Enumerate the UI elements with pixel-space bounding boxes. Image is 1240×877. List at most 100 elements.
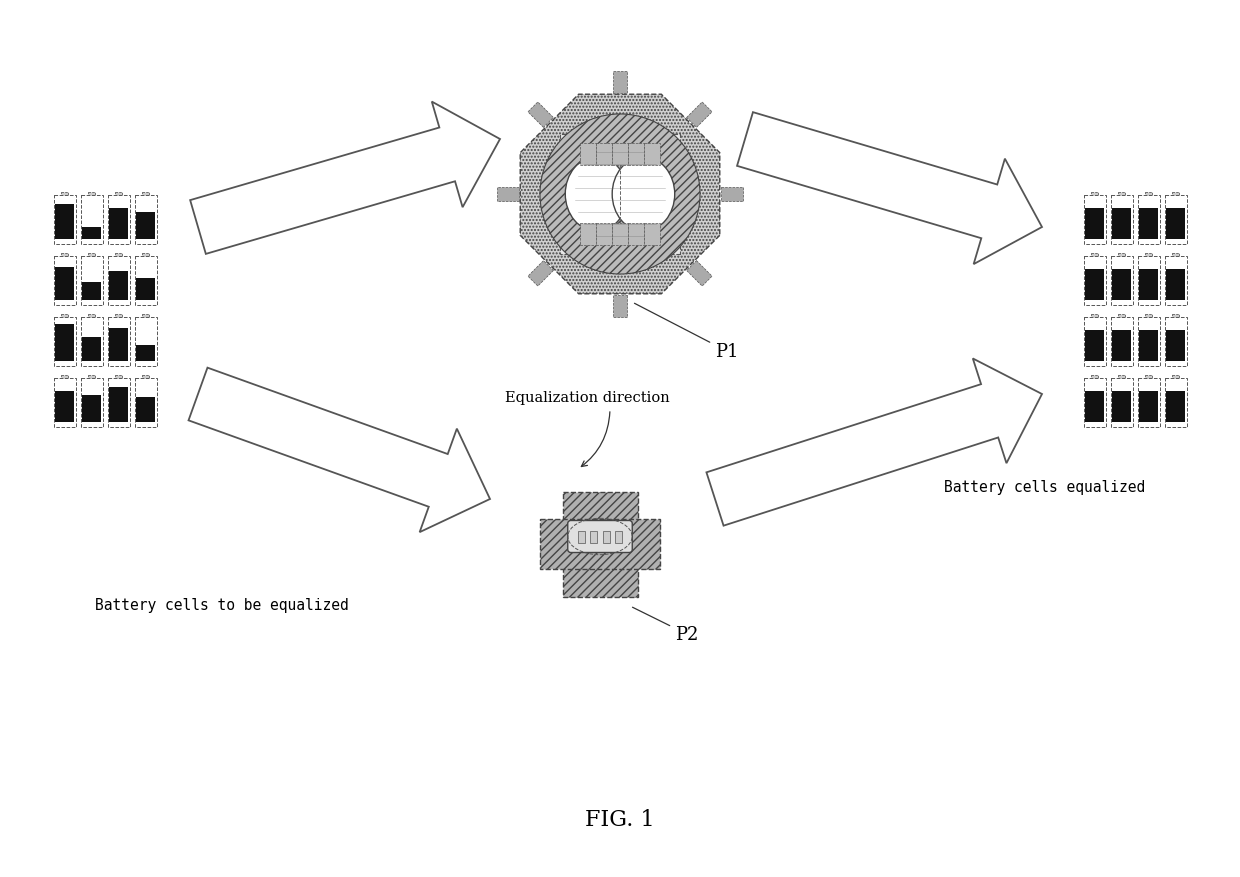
Bar [1173,314,1178,317]
Circle shape [539,115,701,275]
Bar [109,388,128,422]
Bar [578,531,585,543]
Polygon shape [707,359,1042,526]
Bar [580,144,596,166]
Bar [1173,253,1178,257]
Bar [115,253,122,257]
Bar [1137,196,1159,244]
Polygon shape [560,135,680,254]
Bar [53,257,76,305]
Bar [1091,314,1097,317]
Bar [580,224,596,246]
Bar [136,279,155,300]
Bar [56,267,73,300]
Bar [1084,257,1106,305]
Bar [109,209,128,239]
Bar [1085,270,1104,300]
Text: Equalization direction: Equalization direction [505,390,670,404]
Bar [613,144,627,166]
Bar [82,228,100,239]
Bar [596,224,613,246]
Bar [143,192,149,196]
Bar [53,379,76,427]
Bar [1167,332,1184,361]
Bar [627,144,644,166]
Bar [1111,317,1132,366]
Bar [88,314,94,317]
Ellipse shape [565,158,627,232]
Bar [143,375,149,379]
Bar [81,257,103,305]
Bar [1167,392,1184,422]
Bar [613,224,627,246]
Bar [1137,257,1159,305]
Bar [1164,257,1187,305]
Bar [1164,196,1187,244]
Bar [1111,196,1132,244]
Bar [115,314,122,317]
Bar [143,314,149,317]
Bar [528,261,553,287]
Polygon shape [521,95,719,295]
Bar [627,224,644,246]
Bar [528,103,553,128]
Bar [1118,192,1125,196]
Bar [136,397,155,422]
Bar [81,379,103,427]
Text: Battery cells equalized: Battery cells equalized [944,480,1145,495]
Bar [109,271,128,300]
Bar [603,531,610,543]
Bar [1146,375,1152,379]
Bar [722,188,743,202]
Bar [1173,192,1178,196]
Bar [613,296,627,317]
Bar [1091,375,1097,379]
Bar [1137,379,1159,427]
Text: Battery cells to be equalized: Battery cells to be equalized [95,597,348,612]
Bar [687,103,712,128]
Bar [134,196,156,244]
Bar [1146,192,1152,196]
Bar [88,253,94,257]
Bar [1085,332,1104,361]
Bar [82,283,100,300]
Bar [497,188,518,202]
Bar [615,531,622,543]
Bar [88,192,94,196]
Bar [56,324,73,361]
FancyBboxPatch shape [568,521,632,553]
Bar [108,257,129,305]
Bar [56,391,73,422]
Bar [88,375,94,379]
Polygon shape [190,103,500,254]
Bar [1111,257,1132,305]
Ellipse shape [613,158,675,232]
Bar [1140,392,1158,422]
Bar [1112,332,1131,361]
Polygon shape [188,368,490,532]
Bar [82,338,100,361]
Bar [539,519,660,569]
Text: P1: P1 [635,304,739,360]
Bar [1167,210,1184,239]
Bar [81,317,103,366]
Bar [1111,379,1132,427]
Bar [1084,379,1106,427]
Bar [1146,253,1152,257]
Text: FIG. 1: FIG. 1 [585,808,655,830]
Bar [134,317,156,366]
Polygon shape [737,113,1042,265]
Bar [53,196,76,244]
Bar [115,375,122,379]
Bar [136,212,155,239]
Bar [134,379,156,427]
Bar [596,144,613,166]
Bar [82,396,100,422]
Bar [1140,332,1158,361]
Bar [1140,270,1158,300]
Bar [1085,210,1104,239]
Bar [1140,210,1158,239]
Bar [62,253,67,257]
Bar [1146,314,1152,317]
Bar [108,379,129,427]
